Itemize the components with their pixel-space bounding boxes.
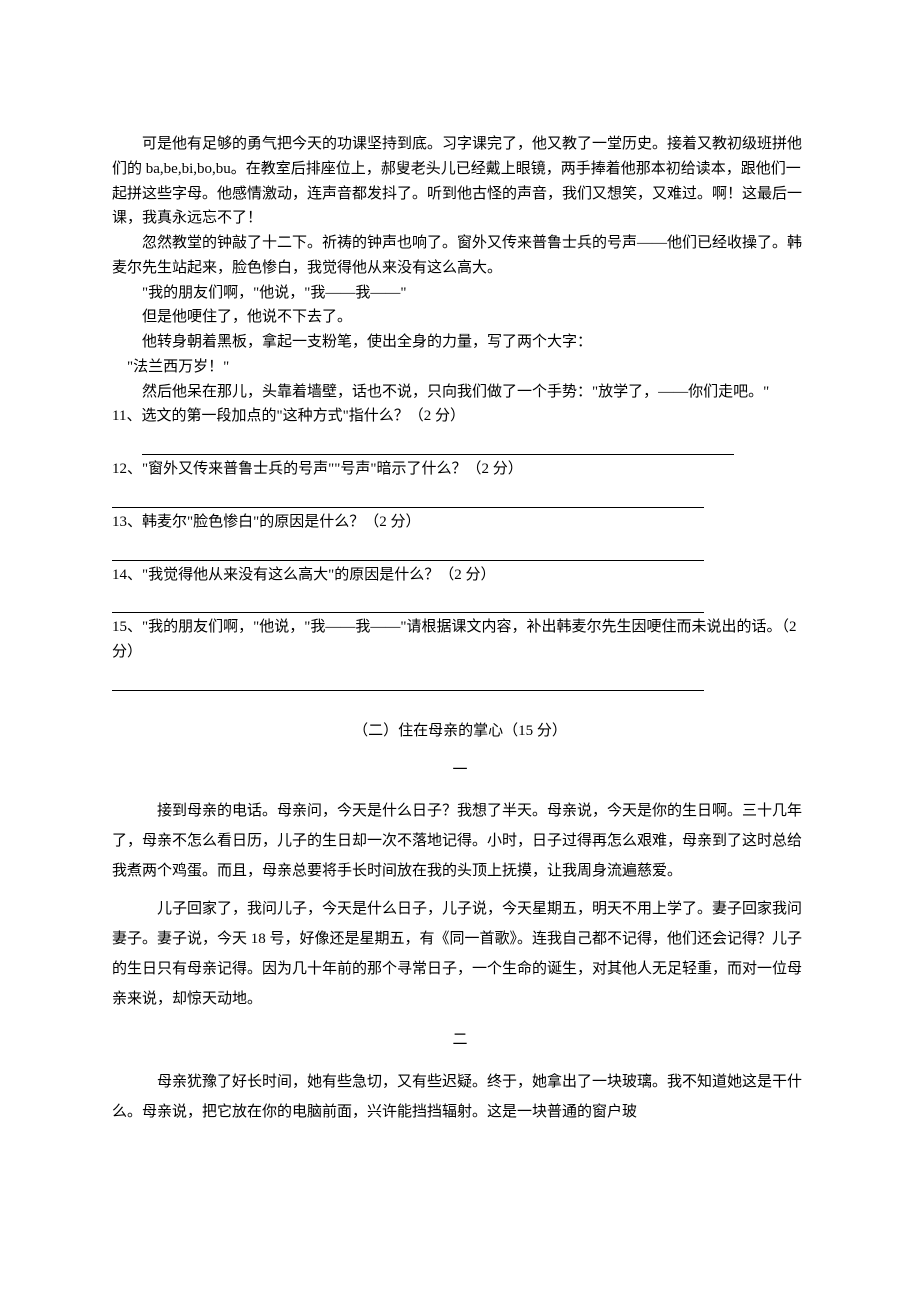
excerpt-paragraph: 可是他有足够的勇气把今天的功课坚持到底。习字课完了，他又教了一堂历史。接着又教初… (112, 132, 808, 231)
question-11: 11、选文的第一段加点的"这种方式"指什么？（2 分） (112, 404, 808, 429)
excerpt-dialogue: "法兰西万岁！" (112, 355, 808, 380)
excerpt-paragraph: 但是他哽住了，他说不下去了。 (112, 305, 808, 330)
excerpt-paragraph: 他转身朝着黑板，拿起一支粉笔，使出全身的力量，写了两个大字： (112, 330, 808, 355)
question-15: 15、"我的朋友们啊，"他说，"我——我——"请根据课文内容，补出韩麦尔先生因哽… (112, 615, 808, 665)
passage-paragraph: 儿子回家了，我问儿子，今天是什么日子，儿子说，今天星期五，明天不用上学了。妻子回… (112, 894, 808, 1014)
passage-paragraph: 接到母亲的电话。母亲问，今天是什么日子？我想了半天。母亲说，今天是你的生日啊。三… (112, 796, 808, 886)
excerpt-dialogue: "我的朋友们啊，"他说，"我——我——" (112, 281, 808, 306)
section-2-subtitle-1: 一 (112, 758, 808, 783)
answer-blank-line (112, 673, 704, 691)
question-14: 14、"我觉得他从来没有这么高大"的原因是什么？（2 分） (112, 563, 808, 588)
passage-paragraph: 母亲犹豫了好长时间，她有些急切，又有些迟疑。终于，她拿出了一块玻璃。我不知道她这… (112, 1067, 808, 1127)
section-2-subtitle-2: 二 (112, 1028, 808, 1053)
answer-blank-line (112, 595, 704, 613)
question-13: 13、韩麦尔"脸色惨白"的原因是什么？（2 分） (112, 510, 808, 535)
section-2-title: （二）住在母亲的掌心（15 分） (112, 719, 808, 744)
answer-blank-line (142, 437, 734, 455)
excerpt-paragraph: 然后他呆在那儿，头靠着墙壁，话也不说，只向我们做了一个手势："放学了，——你们走… (112, 380, 808, 405)
question-12: 12、"窗外又传来普鲁士兵的号声""号声"暗示了什么？（2 分） (112, 457, 808, 482)
excerpt-paragraph: 忽然教堂的钟敲了十二下。祈祷的钟声也响了。窗外又传来普鲁士兵的号声——他们已经收… (112, 231, 808, 281)
answer-blank-line (112, 543, 704, 561)
answer-blank-line (112, 490, 704, 508)
